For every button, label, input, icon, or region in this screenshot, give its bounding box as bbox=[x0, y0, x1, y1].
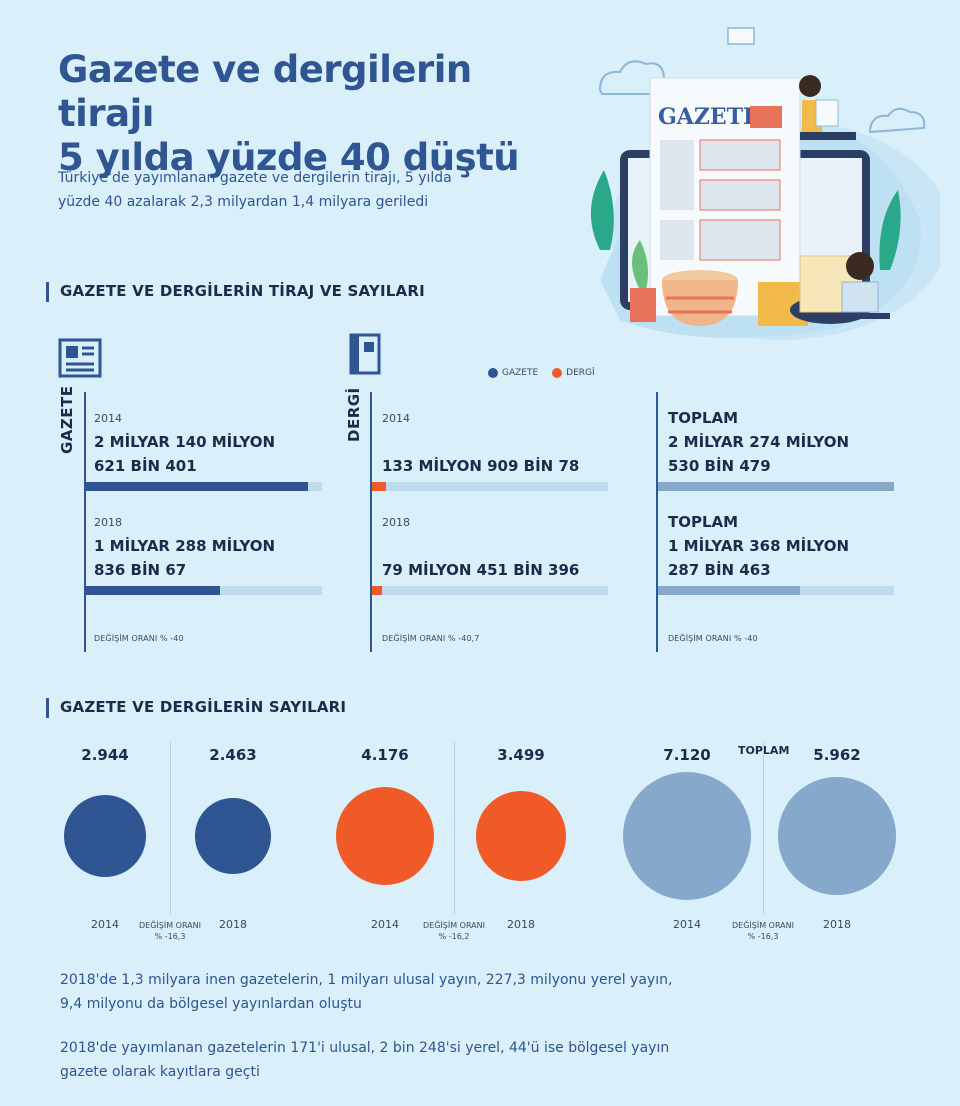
bar-gazete-2014 bbox=[86, 482, 309, 491]
bar-value-label: 1 MİLYAR 368 MİLYON 287 BİN 463 bbox=[668, 537, 850, 579]
bubble-gazete-2018 bbox=[195, 798, 271, 874]
bubble-year-label: 2018 bbox=[507, 918, 535, 931]
bubble-value-label: 3.499 bbox=[497, 746, 545, 764]
bubble-toplam-2014 bbox=[623, 772, 751, 900]
bar-year-label: 2014 bbox=[382, 412, 410, 425]
plant-icon bbox=[590, 170, 901, 322]
subtitle-line-1: Türkiye'de yayımlanan gazete ve dergiler… bbox=[58, 170, 452, 186]
bar-toplam-2018 bbox=[658, 586, 800, 595]
bar-track bbox=[372, 482, 608, 491]
gazete-vertical-label: GAZETE bbox=[58, 385, 76, 454]
gazete-sign: GAZETE bbox=[658, 104, 760, 130]
bar-year-label: 2014 bbox=[94, 412, 122, 425]
bar-year-label: 2018 bbox=[382, 516, 410, 529]
bubble-toplam-2018 bbox=[778, 777, 896, 895]
footer-paragraph-2: 2018'de yayımlanan gazetelerin 171'i ulu… bbox=[60, 1040, 670, 1080]
bubble-change-rate: DEĞİŞİM ORANI% -16,3 bbox=[731, 921, 794, 941]
bar-track bbox=[86, 482, 322, 491]
bubble-year-label: 2014 bbox=[91, 918, 119, 931]
sitting-person-icon bbox=[799, 75, 856, 140]
bubble-value-label: 2.944 bbox=[81, 746, 129, 764]
bubble-value-label: 5.962 bbox=[813, 746, 861, 764]
bubble-gazete-2014 bbox=[63, 794, 147, 878]
dergi-vertical-label: DERGİ bbox=[345, 387, 363, 442]
legend-swatch-dergi bbox=[552, 368, 563, 378]
bubble-year-label: 2018 bbox=[823, 918, 851, 931]
bar-value-label: 79 MİLYON 451 BİN 396 bbox=[382, 561, 580, 579]
newspaper-illustration: GAZETE bbox=[590, 27, 940, 340]
bubble-year-label: 2014 bbox=[371, 918, 399, 931]
group-separator bbox=[170, 742, 171, 914]
bubble-year-label: 2014 bbox=[673, 918, 701, 931]
section-heading-circulation: GAZETE VE DERGİLERİN TİRAJ VE SAYILARI bbox=[46, 282, 425, 302]
bar-category-label: TOPLAM bbox=[668, 409, 739, 427]
bubble-year-label: 2018 bbox=[219, 918, 247, 931]
newspaper-icon bbox=[58, 338, 102, 378]
bowl-icon bbox=[662, 270, 738, 326]
bubble-change-rate: DEĞİŞİM ORANI% -16,3 bbox=[138, 921, 201, 941]
reading-person-icon bbox=[832, 252, 890, 319]
bar-value-label: 133 MİLYON 909 BİN 78 bbox=[382, 457, 580, 475]
bar-gazete-2018 bbox=[86, 586, 220, 595]
bar-value-label: 2 MİLYAR 140 MİLYON 621 BİN 401 bbox=[94, 433, 276, 475]
bar-toplam-2014 bbox=[658, 482, 894, 491]
group-separator bbox=[763, 742, 764, 914]
bar-year-label: 2018 bbox=[94, 516, 122, 529]
bubble-change-rate: DEĞİŞİM ORANI% -16,2 bbox=[422, 921, 485, 941]
title-line-2: 5 yılda yüzde 40 düştü bbox=[58, 136, 520, 179]
bar-dergi-2018 bbox=[372, 586, 382, 595]
bar-track bbox=[372, 586, 608, 595]
legend: GAZETE DERGİ bbox=[488, 368, 595, 378]
change-rate-gazete: DEĞİŞİM ORANI % -40 bbox=[94, 634, 184, 643]
bar-track bbox=[658, 586, 894, 595]
bar-dergi-2014 bbox=[372, 482, 386, 491]
bar-value-label: 1 MİLYAR 288 MİLYON 836 BİN 67 bbox=[94, 537, 276, 579]
group-separator bbox=[454, 742, 455, 914]
bubble-value-label: 4.176 bbox=[361, 746, 409, 764]
legend-label-gazete: GAZETE bbox=[502, 368, 539, 378]
bubble-dergi̇-2018 bbox=[476, 791, 566, 881]
page-title: Gazete ve dergilerin tirajı 5 yılda yüzd… bbox=[58, 48, 578, 180]
gazete-axis-line bbox=[84, 392, 86, 652]
bubble-dergi̇-2014 bbox=[335, 786, 434, 885]
bar-category-label: TOPLAM bbox=[668, 513, 739, 531]
change-rate-dergi: DEĞİŞİM ORANI % -40,7 bbox=[382, 634, 480, 643]
dergi-axis-line bbox=[370, 392, 372, 652]
magazine-icon bbox=[349, 333, 381, 375]
section-heading-counts: GAZETE VE DERGİLERİN SAYILARI bbox=[46, 698, 346, 718]
subtitle-line-2: yüzde 40 azalarak 2,3 milyardan 1,4 mily… bbox=[58, 194, 429, 210]
toplam-axis-line bbox=[656, 392, 658, 652]
legend-label-dergi: DERGİ bbox=[566, 368, 595, 378]
cloud-icon bbox=[869, 107, 926, 134]
bar-value-label: 2 MİLYAR 274 MİLYON 530 BİN 479 bbox=[668, 433, 850, 475]
bubble-value-label: 7.120 bbox=[663, 746, 711, 764]
bar-track bbox=[86, 586, 322, 595]
subtitle: Türkiye'de yayımlanan gazete ve dergiler… bbox=[58, 166, 558, 214]
title-line-1: Gazete ve dergilerin tirajı bbox=[58, 48, 472, 135]
legend-swatch-gazete bbox=[488, 368, 498, 378]
change-rate-toplam: DEĞİŞİM ORANI % -40 bbox=[668, 634, 758, 643]
bar-track bbox=[658, 482, 894, 491]
bubble-value-label: 2.463 bbox=[209, 746, 257, 764]
footer-paragraph-1: 2018'de 1,3 milyara inen gazetelerin, 1 … bbox=[60, 972, 673, 1012]
